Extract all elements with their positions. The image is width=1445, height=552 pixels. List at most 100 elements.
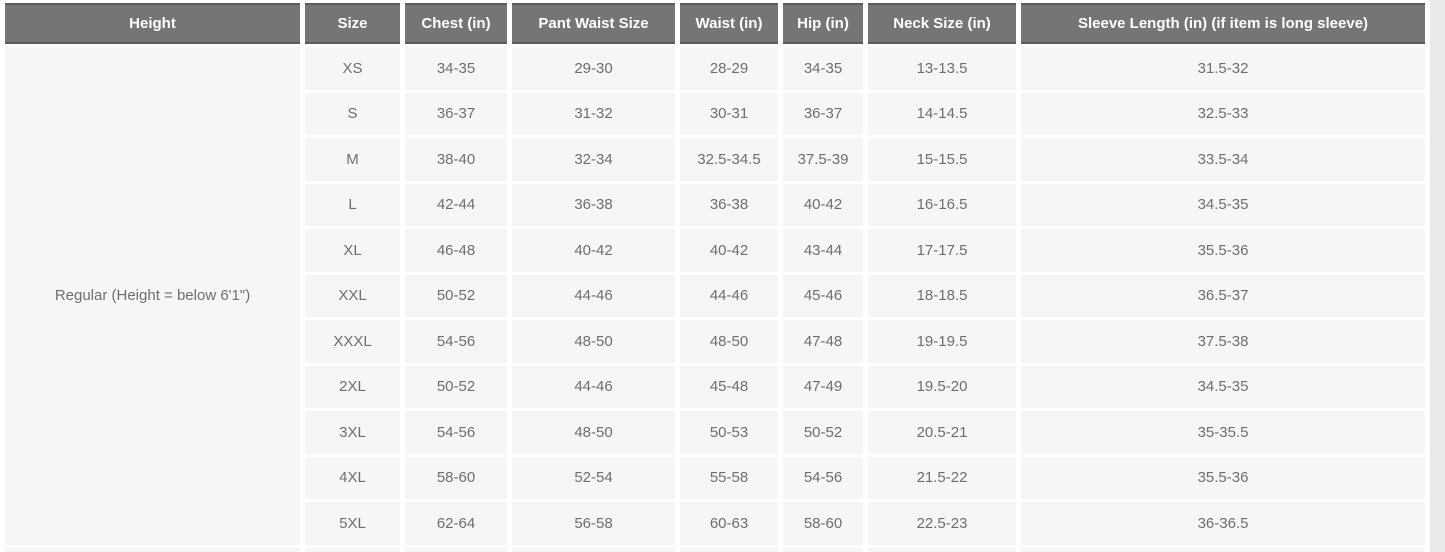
cell-waist: 36-38 <box>680 183 778 226</box>
cell-pant-waist: 29-30 <box>512 47 675 90</box>
cell-size: XL <box>305 229 400 272</box>
cell-pant-waist: 32-34 <box>512 138 675 181</box>
cell-size: 5XL <box>305 502 400 545</box>
cell-size <box>305 547 400 552</box>
cell-sleeve: 32.5-33 <box>1021 92 1425 135</box>
cell-pant-waist: 48-50 <box>512 411 675 454</box>
cell-neck: 17-17.5 <box>868 229 1016 272</box>
table-row: 5XL 62-64 56-58 60-63 58-60 22.5-23 36-3… <box>5 502 1425 545</box>
cell-hip: 47-48 <box>783 320 863 363</box>
col-header-sleeve: Sleeve Length (in) (if item is long slee… <box>1021 3 1425 44</box>
cell-chest: 42-44 <box>405 183 507 226</box>
cell-sleeve <box>1021 547 1425 552</box>
cell-waist: 55-58 <box>680 456 778 499</box>
cell-pant-waist: 31-32 <box>512 92 675 135</box>
cell-hip: 58-60 <box>783 502 863 545</box>
cell-neck: 20.5-21 <box>868 411 1016 454</box>
cell-sleeve: 36.5-37 <box>1021 274 1425 317</box>
cell-sleeve: 35-35.5 <box>1021 411 1425 454</box>
col-header-chest: Chest (in) <box>405 3 507 44</box>
table-row: XL 46-48 40-42 40-42 43-44 17-17.5 35.5-… <box>5 229 1425 272</box>
cell-neck: 18-18.5 <box>868 274 1016 317</box>
cell-chest: 62-64 <box>405 502 507 545</box>
cell-hip: 37.5-39 <box>783 138 863 181</box>
table-row: 2XL 50-52 44-46 45-48 47-49 19.5-20 34.5… <box>5 365 1425 408</box>
cell-size: M <box>305 138 400 181</box>
table-row: S 36-37 31-32 30-31 36-37 14-14.5 32.5-3… <box>5 92 1425 135</box>
table-row: L 42-44 36-38 36-38 40-42 16-16.5 34.5-3… <box>5 183 1425 226</box>
cell-sleeve: 34.5-35 <box>1021 365 1425 408</box>
cell-neck: 19.5-20 <box>868 365 1016 408</box>
cell-chest: 54-56 <box>405 411 507 454</box>
cell-hip: 54-56 <box>783 456 863 499</box>
cell-sleeve: 33.5-34 <box>1021 138 1425 181</box>
cell-hip: 34-35 <box>783 47 863 90</box>
cell-neck: 22.5-23 <box>868 502 1016 545</box>
cell-neck: 15-15.5 <box>868 138 1016 181</box>
cell-hip: 40-42 <box>783 183 863 226</box>
cell-size: XS <box>305 47 400 90</box>
cell-pant-waist: 44-46 <box>512 274 675 317</box>
cell-pant-waist: 40-42 <box>512 229 675 272</box>
table-row: Regular (Height = below 6'1") XS 34-35 2… <box>5 47 1425 545</box>
table-row: 4XL 58-60 52-54 55-58 54-56 21.5-22 35.5… <box>5 456 1425 499</box>
cell-size: L <box>305 183 400 226</box>
cell-sleeve: 36-36.5 <box>1021 502 1425 545</box>
cell-waist: 30-31 <box>680 92 778 135</box>
cell-size: XXXL <box>305 320 400 363</box>
cell-hip <box>783 547 863 552</box>
cell-hip: 50-52 <box>783 411 863 454</box>
cell-waist: 28-29 <box>680 47 778 90</box>
col-header-size: Size <box>305 3 400 44</box>
cell-waist: 48-50 <box>680 320 778 363</box>
col-header-neck: Neck Size (in) <box>868 3 1016 44</box>
cell-neck: 13-13.5 <box>868 47 1016 90</box>
cell-sleeve: 31.5-32 <box>1021 47 1425 90</box>
header-row: Height Size Chest (in) Pant Waist Size W… <box>5 3 1425 44</box>
cell-hip: 36-37 <box>783 92 863 135</box>
table-row: XXL 50-52 44-46 44-46 45-46 18-18.5 36.5… <box>5 274 1425 317</box>
cell-size: XXL <box>305 274 400 317</box>
cell-chest <box>405 547 507 552</box>
col-header-waist: Waist (in) <box>680 3 778 44</box>
cell-neck: 19-19.5 <box>868 320 1016 363</box>
cell-neck <box>868 547 1016 552</box>
table-row: XXXL 54-56 48-50 48-50 47-48 19-19.5 37.… <box>5 320 1425 363</box>
cell-hip: 43-44 <box>783 229 863 272</box>
cell-pant-waist: 48-50 <box>512 320 675 363</box>
cell-waist: 40-42 <box>680 229 778 272</box>
col-header-pant-waist: Pant Waist Size <box>512 3 675 44</box>
table-row: 3XL 54-56 48-50 50-53 50-52 20.5-21 35-3… <box>5 411 1425 454</box>
cell-size: 4XL <box>305 456 400 499</box>
cell-pant-waist: 52-54 <box>512 456 675 499</box>
cell-size: 3XL <box>305 411 400 454</box>
cell-neck: 21.5-22 <box>868 456 1016 499</box>
cell-height-group: Regular (Height = below 6'1") <box>5 47 300 545</box>
cell-chest: 46-48 <box>405 229 507 272</box>
cell-neck: 14-14.5 <box>868 92 1016 135</box>
cell-pant-waist: 44-46 <box>512 365 675 408</box>
cell-sleeve: 35.5-36 <box>1021 229 1425 272</box>
cell-waist <box>680 547 778 552</box>
cell-pant-waist: 36-38 <box>512 183 675 226</box>
col-header-height: Height <box>5 3 300 44</box>
cell-neck: 16-16.5 <box>868 183 1016 226</box>
cell-sleeve: 34.5-35 <box>1021 183 1425 226</box>
cell-hip: 45-46 <box>783 274 863 317</box>
cell-sleeve: 37.5-38 <box>1021 320 1425 363</box>
cell-size: S <box>305 92 400 135</box>
cell-sleeve: 35.5-36 <box>1021 456 1425 499</box>
cell-waist: 50-53 <box>680 411 778 454</box>
cell-chest: 54-56 <box>405 320 507 363</box>
col-header-hip: Hip (in) <box>783 3 863 44</box>
cell-hip: 47-49 <box>783 365 863 408</box>
cell-waist: 60-63 <box>680 502 778 545</box>
table-row: M 38-40 32-34 32.5-34.5 37.5-39 15-15.5 … <box>5 138 1425 181</box>
cell-chest: 34-35 <box>405 47 507 90</box>
cell-chest: 36-37 <box>405 92 507 135</box>
cell-pant-waist <box>512 547 675 552</box>
cell-height-group-next <box>5 547 300 552</box>
cell-pant-waist: 56-58 <box>512 502 675 545</box>
